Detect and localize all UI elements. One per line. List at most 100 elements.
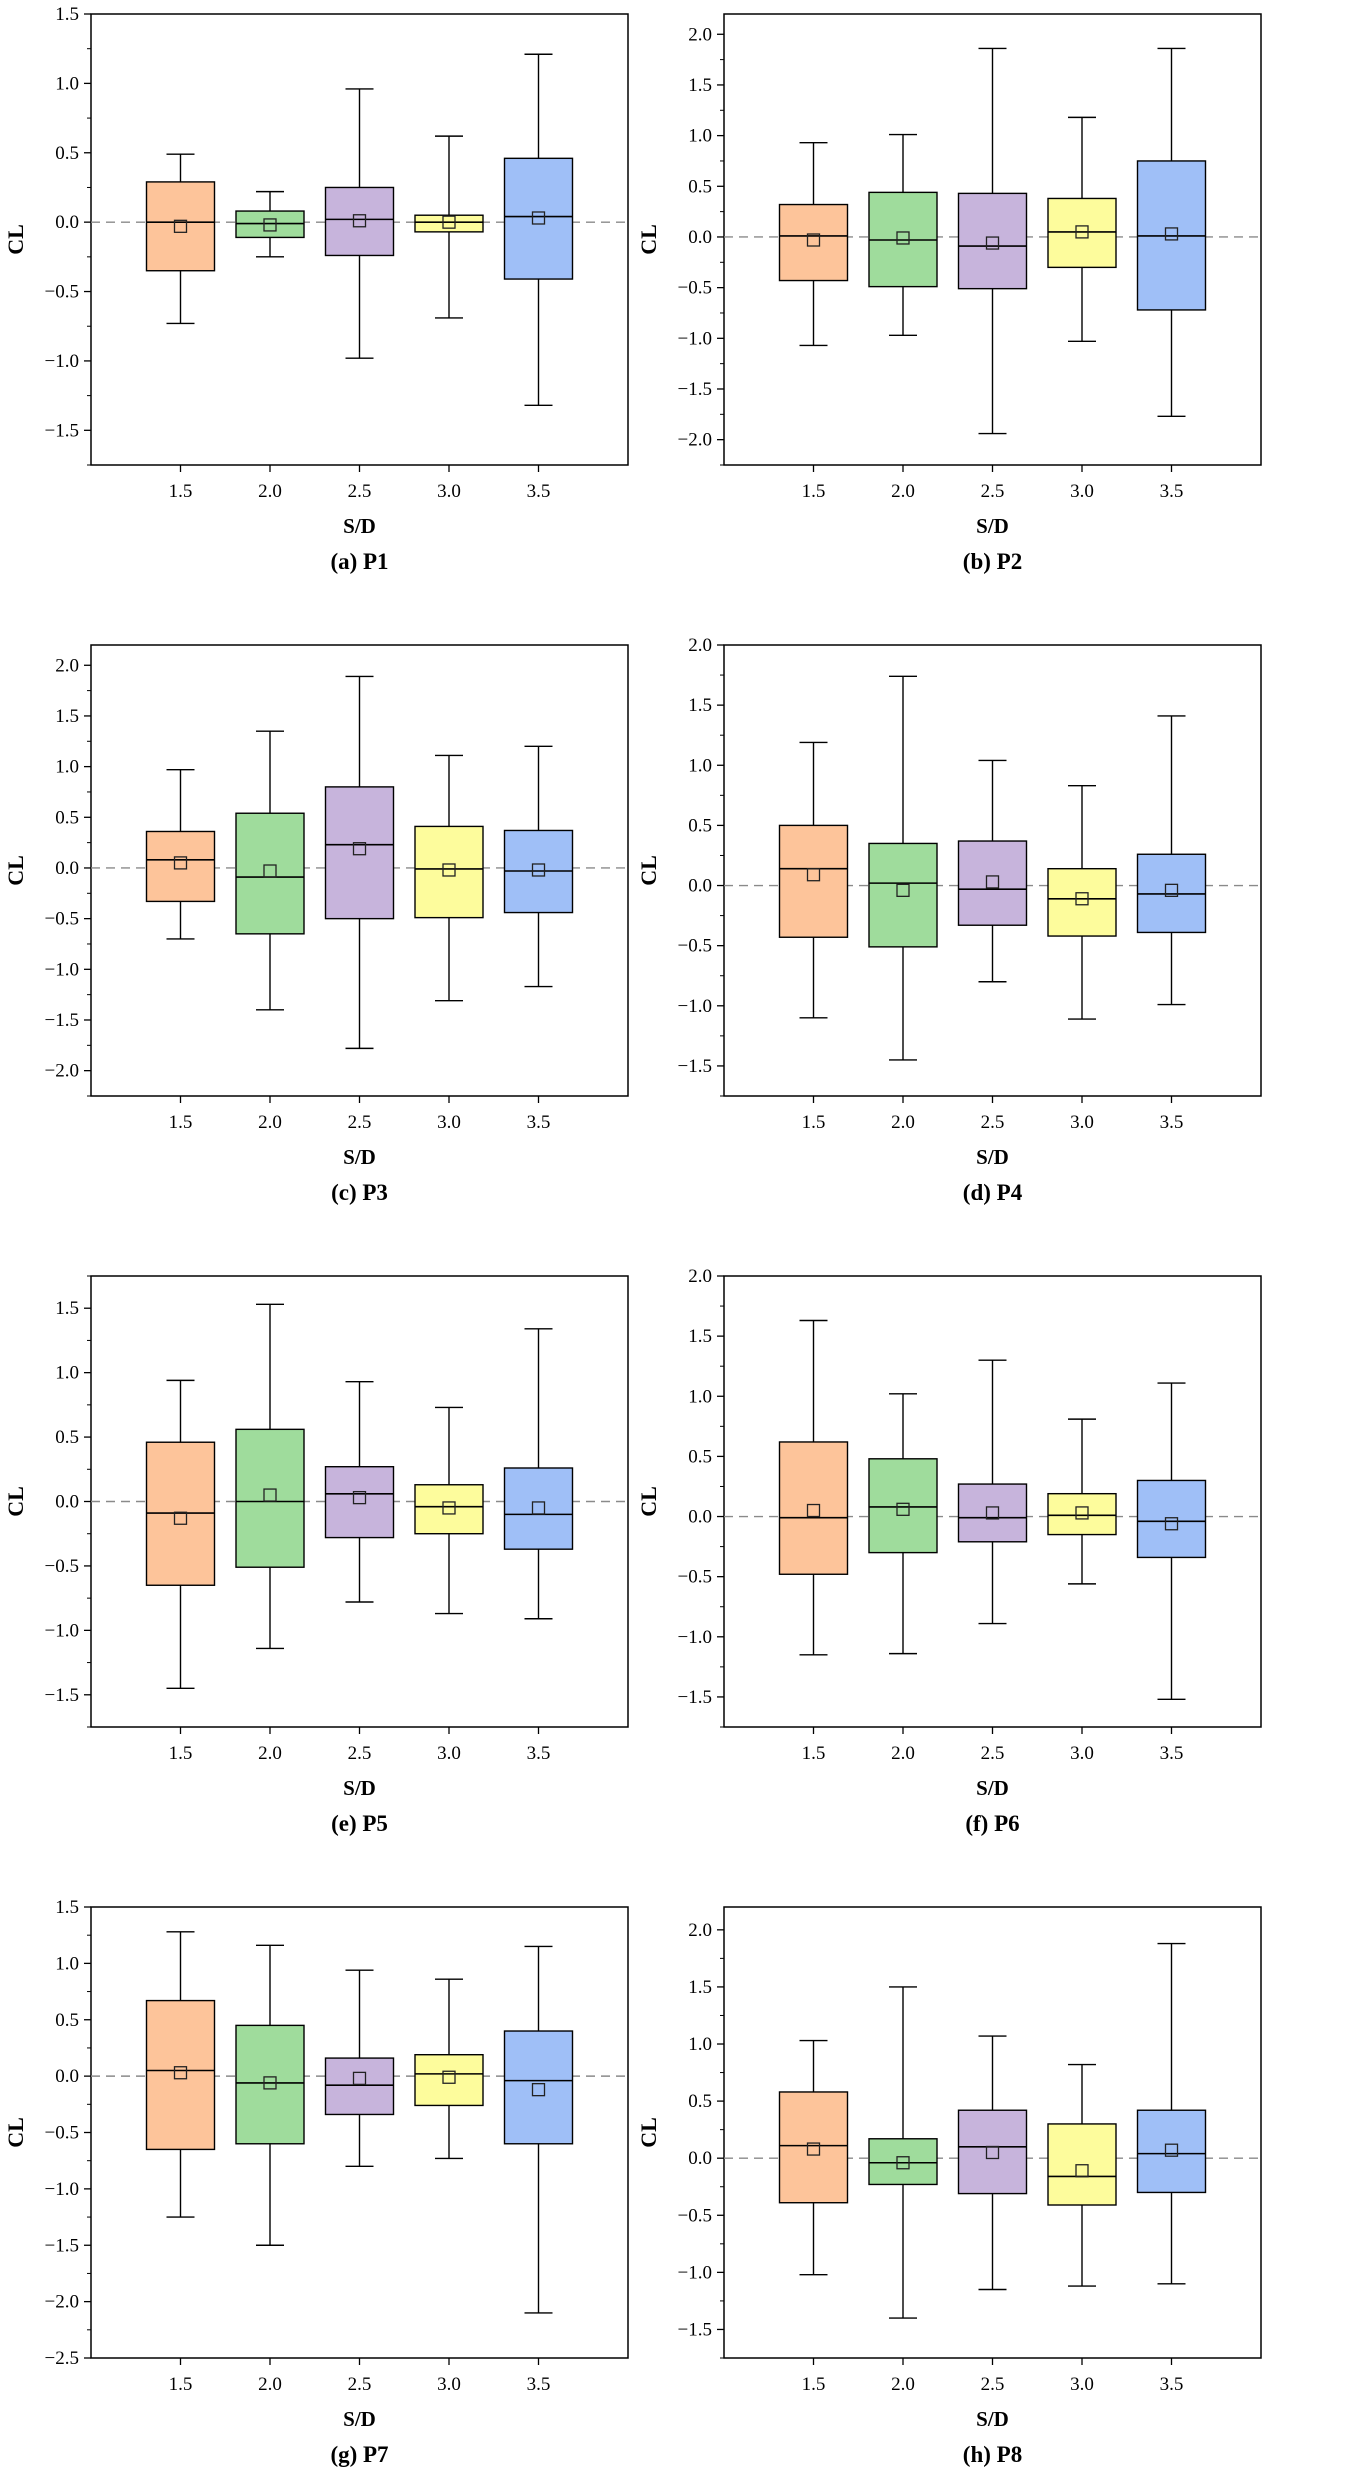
x-tick-label: 2.0 (891, 2374, 915, 2395)
y-tick-label: −0.5 (45, 2123, 79, 2144)
y-tick-label: 0.5 (688, 1446, 712, 1467)
iqr-box (235, 812, 305, 935)
box-2.0 (235, 190, 305, 258)
mean-marker (531, 1501, 546, 1515)
y-tick-label: −1.0 (678, 328, 712, 349)
y-tick-label: −1.5 (678, 1687, 712, 1708)
box-1.5 (145, 768, 216, 940)
mean-marker (1075, 2164, 1089, 2178)
iqr-box (414, 2054, 484, 2107)
box-3.0 (414, 1406, 484, 1615)
iqr-box (414, 1484, 484, 1535)
y-tick-label: 1.5 (688, 695, 712, 716)
mean-marker (896, 231, 910, 245)
y-tick-label: −0.5 (678, 278, 712, 299)
x-tick-label: 3.5 (527, 2374, 551, 2395)
iqr-box (324, 2057, 395, 2116)
y-tick-label: 0.0 (688, 876, 712, 897)
y-tick-label: −1.5 (45, 420, 79, 441)
box-1.5 (145, 153, 216, 325)
y-tick-label: −1.5 (678, 379, 712, 400)
iqr-box (1136, 2109, 1207, 2194)
y-tick-label: 0.5 (55, 143, 79, 164)
panel-p8: −1.5 −1.0 −0.5 0.0 0.5 1.0 1.5 2.0 1.5 2.0 2.5 3.0 3… (636, 1906, 1262, 2467)
y-tick-label: 2.0 (688, 1920, 712, 1941)
mean-marker (1075, 892, 1089, 906)
iqr-box (145, 181, 216, 272)
box-2.5 (957, 1359, 1028, 1625)
x-tick-label: 1.5 (802, 2374, 826, 2395)
box-2.0 (868, 133, 938, 336)
box-3.5 (503, 1945, 574, 2314)
panel-caption: (d) P4 (963, 1180, 1023, 1205)
y-axis-label: CL (3, 224, 28, 255)
panel-caption: (f) P6 (965, 1811, 1019, 1836)
y-axis-label: CL (636, 855, 661, 886)
box-3.5 (1136, 715, 1207, 1006)
panel-p7: −2.5 −2.0 −1.5 −1.0 −0.5 0.0 0.5 1.0 1.5 1.5 2.0 2.… (3, 1897, 629, 2467)
mean-marker (173, 2066, 188, 2080)
x-tick-label: 2.5 (348, 1112, 372, 1133)
iqr-box (868, 842, 938, 948)
y-tick-label: 1.5 (688, 75, 712, 96)
mean-marker (352, 2071, 367, 2086)
box-3.0 (1047, 2063, 1117, 2287)
box-2.0 (868, 1393, 938, 1655)
x-tick-label: 3.5 (527, 1112, 551, 1133)
x-tick-label: 3.5 (1160, 2374, 1184, 2395)
box-3.5 (1136, 47, 1207, 418)
y-tick-label: −2.0 (45, 1061, 79, 1082)
box-3.0 (414, 754, 484, 1002)
x-axis-label: S/D (976, 2407, 1009, 2431)
y-tick-label: −2.0 (45, 2292, 79, 2313)
x-tick-label: 2.0 (258, 2374, 282, 2395)
y-tick-label: 0.0 (688, 1507, 712, 1528)
y-tick-label: 2.0 (55, 655, 79, 676)
y-tick-label: −1.0 (45, 2179, 79, 2200)
y-tick-label: −0.5 (45, 1556, 79, 1577)
mean-marker (896, 1502, 910, 1516)
x-tick-label: 1.5 (169, 1743, 193, 1764)
y-axis-label: CL (636, 224, 661, 255)
y-tick-label: −1.0 (678, 996, 712, 1017)
mean-marker (806, 2142, 821, 2156)
mean-marker (263, 2076, 277, 2090)
y-tick-label: 0.5 (55, 2010, 79, 2031)
y-axis-label: CL (3, 1486, 28, 1517)
iqr-box (235, 1428, 305, 1568)
box-2.5 (324, 88, 395, 359)
mean-marker (263, 864, 277, 878)
y-tick-label: 1.5 (55, 1897, 79, 1918)
box-2.5 (324, 1380, 395, 1603)
y-tick-label: 1.5 (55, 1298, 79, 1319)
y-tick-label: 2.0 (688, 635, 712, 656)
iqr-box (1047, 867, 1117, 937)
box-2.0 (235, 1944, 305, 2246)
x-tick-label: 3.0 (437, 2374, 461, 2395)
iqr-box (778, 1441, 849, 1575)
iqr-box (235, 2024, 305, 2145)
mean-marker (173, 856, 188, 870)
box-2.5 (957, 2035, 1028, 2291)
mean-marker (806, 233, 821, 247)
y-tick-label: 1.5 (688, 1326, 712, 1347)
y-tick-label: 0.5 (55, 1427, 79, 1448)
y-tick-label: 1.0 (55, 73, 79, 94)
mean-marker (263, 1488, 277, 1502)
y-tick-label: 0.0 (55, 2066, 79, 2087)
iqr-box (778, 203, 849, 282)
x-tick-label: 3.5 (527, 481, 551, 502)
x-tick-label: 1.5 (169, 2374, 193, 2395)
x-tick-label: 1.5 (169, 1112, 193, 1133)
mean-marker (1164, 2143, 1179, 2157)
mean-marker (1075, 225, 1089, 239)
box-3.5 (1136, 1942, 1207, 2285)
x-tick-label: 1.5 (802, 481, 826, 502)
iqr-box (145, 1999, 216, 2151)
y-tick-label: −0.5 (678, 936, 712, 957)
mean-marker (352, 1490, 367, 1505)
mean-marker (896, 2156, 910, 2170)
iqr-box (503, 1467, 574, 1550)
y-tick-label: −1.5 (45, 1010, 79, 1031)
